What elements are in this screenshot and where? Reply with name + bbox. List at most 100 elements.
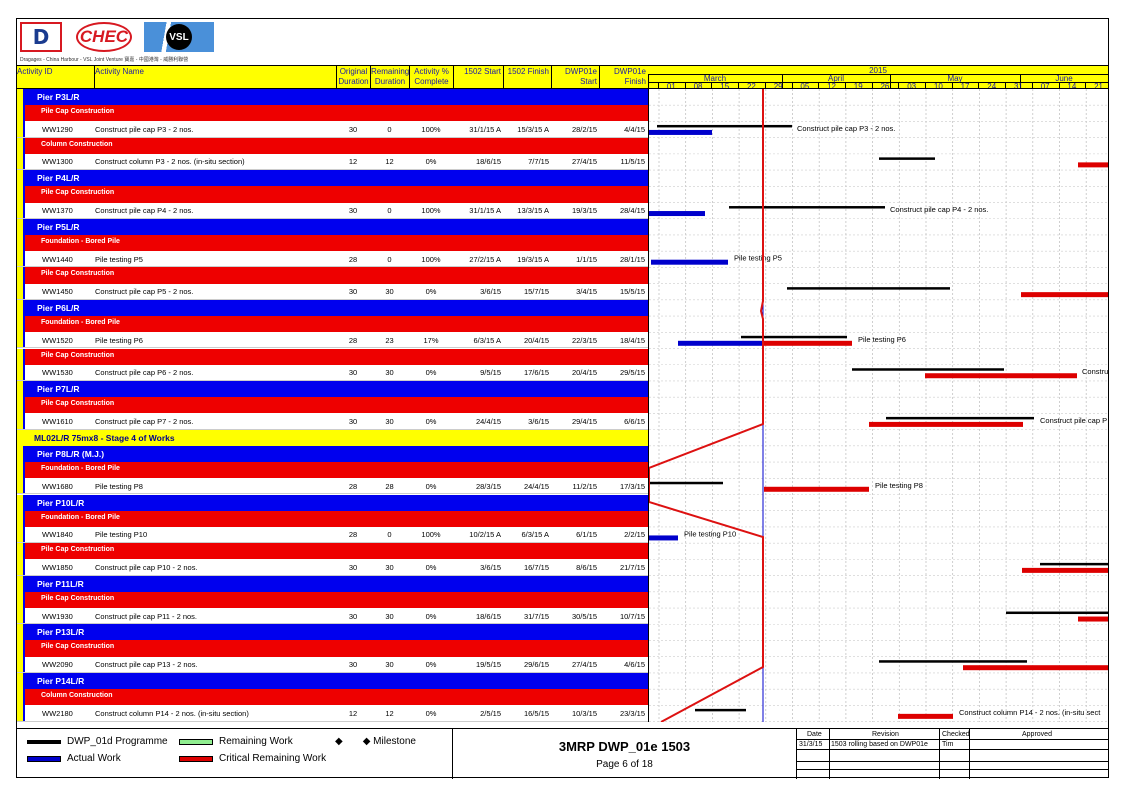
dwp-finish: 4/4/15 [624, 124, 645, 134]
pier-group-row[interactable]: Pier P10L/R [17, 494, 648, 511]
actual-work-bar [649, 211, 705, 217]
original-duration: 28 [348, 530, 358, 540]
section-group-row[interactable]: Pile Cap Construction [17, 591, 648, 608]
rev-description: 1503 rolling based on DWP01e [831, 741, 928, 748]
dwp-finish: 17/3/15 [619, 481, 645, 491]
activity-row[interactable]: WW1930 Construct pile cap P11 - 2 nos. 30 3… [17, 608, 648, 625]
row-indent-line [23, 332, 25, 348]
week-divider [684, 82, 686, 88]
activity-id: WW1930 [42, 611, 73, 621]
pier-group-row[interactable]: Pier P4L/R [17, 170, 648, 187]
pier-group-row[interactable]: Pier P11L/R [17, 575, 648, 592]
section-group-row[interactable]: Pile Cap Construction [17, 105, 648, 122]
section-group-row[interactable]: Pile Cap Construction [17, 543, 648, 560]
week-divider [658, 82, 659, 88]
section-group-row[interactable]: Column Construction [17, 137, 648, 154]
dwp-finish: 23/3/15 [619, 708, 645, 718]
group-label: Pier P5L/R [37, 221, 80, 232]
pier-group-row[interactable]: Pier P6L/R [17, 299, 648, 317]
section-group-row[interactable]: Foundation - Bored Pile [17, 462, 648, 479]
activity-name: Construct pile cap P3 - 2 nos. [95, 124, 194, 134]
row-indent-line [23, 543, 25, 560]
activity-row[interactable]: WW1450 Construct pile cap P5 - 2 nos. 30 30… [17, 283, 648, 300]
milestone-icon: ◆ [335, 736, 343, 747]
activity-row[interactable]: WW2180 Construct column P14 - 2 nos. (in-… [17, 705, 648, 722]
percent-complete: 100% [421, 254, 441, 264]
activity-name: Pile testing P6 [95, 335, 143, 345]
bar-label: Construct pile cap P3 - 2 nos. [797, 124, 895, 133]
week-divider [764, 82, 766, 88]
pier-group-row[interactable]: Pier P3L/R [17, 89, 648, 106]
week-divider [738, 82, 740, 88]
group-label: Pile Cap Construction [41, 108, 115, 116]
activity-id: WW1290 [42, 124, 73, 134]
col-activity-complete[interactable]: Activity % Complete [409, 66, 453, 89]
col-activity-name[interactable]: Activity Name [94, 66, 336, 89]
pier-group-row[interactable]: Pier P7L/R [17, 380, 648, 398]
section-group-row[interactable]: Foundation - Bored Pile [17, 316, 648, 333]
finish-1502: 31/7/15 [523, 611, 549, 621]
timeline-week: 19 [853, 82, 863, 89]
activity-row[interactable]: WW2090 Construct pile cap P13 - 2 nos. 30 3… [17, 656, 648, 673]
stage-group-row[interactable]: ML02L/R 75mx8 - Stage 4 of Works [17, 429, 648, 446]
timeline-week: 10 [933, 82, 943, 89]
col-original-duration[interactable]: Original Duration [336, 66, 370, 89]
col-1502-finish[interactable]: 1502 Finish [503, 66, 551, 89]
bar-label: Pile testing P5 [734, 254, 782, 263]
actual-work-bar [649, 129, 712, 135]
timeline-week: 29 [773, 82, 783, 89]
group-label: Pier P4L/R [37, 173, 80, 184]
pier-group-row[interactable]: Pier P5L/R [17, 218, 648, 235]
activity-name: Pile testing P10 [95, 530, 148, 540]
col-activity-id[interactable]: Activity ID [17, 67, 53, 76]
table-header: Activity ID Activity Name Original Durati… [17, 65, 648, 89]
section-group-row[interactable]: Pile Cap Construction [17, 397, 648, 414]
row-indent-bar [17, 624, 23, 641]
week-divider [1085, 82, 1087, 88]
group-label: Pile Cap Construction [41, 594, 115, 602]
dwp-programme-bar [729, 206, 885, 209]
activity-row[interactable]: WW1290 Construct pile cap P3 - 2 nos. 30 0 1… [17, 121, 648, 138]
row-indent-bar [17, 640, 23, 657]
actual-work-bar [651, 259, 728, 265]
activity-row[interactable]: WW1610 Construct pile cap P7 - 2 nos. 30 30… [17, 413, 648, 430]
activity-row[interactable]: WW1680 Pile testing P8 28 28 0% 28/3/15 24/4/1… [17, 478, 648, 495]
timeline-week: 07 [1040, 82, 1050, 89]
row-indent-bar [17, 689, 23, 706]
pier-group-row[interactable]: Pier P14L/R [17, 672, 648, 690]
activity-row[interactable]: WW1840 Pile testing P10 28 0 100% 10/2/15 A 6/… [17, 526, 648, 544]
row-indent-bar [17, 543, 23, 560]
section-group-row[interactable]: Pile Cap Construction [17, 348, 648, 365]
original-duration: 28 [348, 335, 358, 345]
activity-row[interactable]: WW1850 Construct pile cap P10 - 2 nos. 30 3… [17, 559, 648, 576]
rev-header-date: Date [807, 731, 822, 738]
section-group-row[interactable]: Pile Cap Construction [17, 186, 648, 203]
section-group-row[interactable]: Column Construction [17, 689, 648, 706]
activity-row[interactable]: WW1440 Pile testing P5 28 0 100% 27/2/15 A 19/… [17, 251, 648, 268]
pier-group-row[interactable]: Pier P13L/R [17, 624, 648, 641]
col-1502-start[interactable]: 1502 Start [453, 66, 503, 89]
row-indent-bar [17, 397, 23, 414]
dwp-programme-bar [1006, 611, 1108, 615]
row-indent-line [23, 299, 25, 317]
original-duration: 30 [348, 660, 358, 670]
section-group-row[interactable]: Foundation - Bored Pile [17, 510, 648, 527]
dwp-start: 10/3/15 [571, 708, 597, 718]
activity-row[interactable]: WW1530 Construct pile cap P6 - 2 nos. 30 30… [17, 364, 648, 381]
section-group-row[interactable]: Foundation - Bored Pile [17, 234, 648, 252]
activity-row[interactable]: WW1300 Construct column P3 - 2 nos. (in-s… [17, 153, 648, 171]
dwp-start: 27/4/15 [571, 157, 597, 167]
pier-group-row[interactable]: Pier P8L/R (M.J.) [17, 445, 648, 463]
activity-row[interactable]: WW1370 Construct pile cap P4 - 2 nos. 30 0 1… [17, 202, 648, 219]
legend-milestone: ◆ ◆ Milestone [335, 736, 416, 747]
timeline-month: June [1055, 74, 1073, 83]
row-indent-line [23, 445, 25, 463]
activity-row[interactable]: WW1520 Pile testing P6 28 23 17% 6/3/15 A 20/4… [17, 332, 648, 349]
col-dwp-finish[interactable]: DWP01e Finish [599, 66, 648, 89]
section-group-row[interactable]: Pile Cap Construction [17, 640, 648, 657]
section-group-row[interactable]: Pile Cap Construction [17, 267, 648, 284]
percent-complete: 0% [425, 481, 437, 491]
col-dwp-start[interactable]: DWP01e Start [551, 66, 599, 89]
month-divider [782, 74, 783, 88]
col-remaining-duration[interactable]: Remaining Duration [370, 66, 409, 89]
